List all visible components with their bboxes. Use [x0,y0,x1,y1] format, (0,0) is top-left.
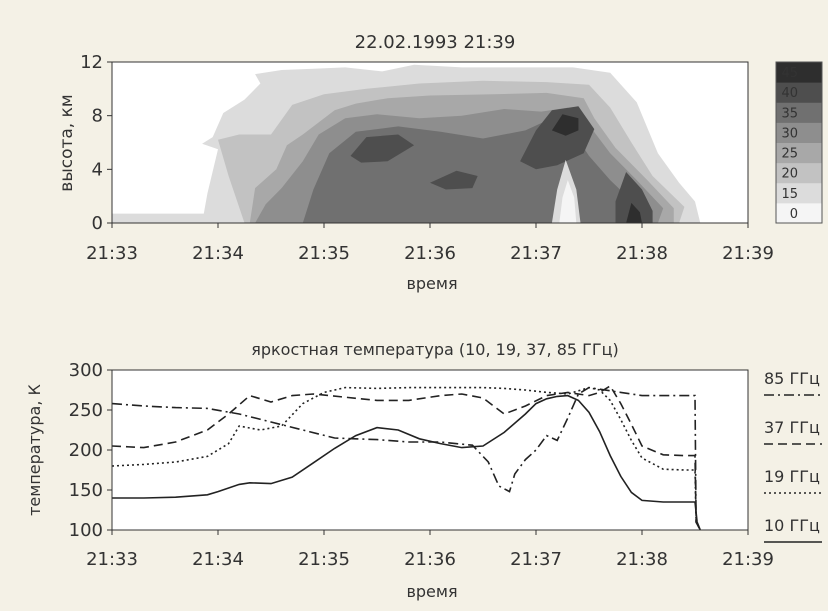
colorbar-tick-label: 0 [790,207,798,222]
colorbar-segment [776,62,822,83]
legend-label: 37 ГГц [764,418,820,437]
heatmap-x-tick-label: 21:37 [510,243,562,264]
line-x-tick-label: 21:33 [86,549,138,570]
colorbar-segment [776,122,822,143]
colorbar-tick-label: 20 [781,167,798,182]
line-y-tick-label: 200 [69,440,103,461]
colorbar-tick-label: 45 [781,66,798,81]
line-plot-background [112,370,748,530]
line-y-tick-label: 300 [69,360,103,381]
line-legend: 85 ГГц 37 ГГц 19 ГГц 10 ГГц [764,369,822,543]
heatmap-region-10 [551,114,579,136]
heatmap-y-axis: 0 4 8 12 [80,52,112,234]
heatmap-x-tick-label: 21:36 [404,243,456,264]
colorbar-segment [776,182,822,204]
colorbar-tick-label: 35 [781,106,798,121]
line-series-group [111,384,702,531]
colorbar-segment [776,202,822,224]
heatmap-y-tick-label: 0 [92,213,103,234]
line-x-tick-label: 21:38 [616,549,668,570]
heatmap-x-tick-label: 21:39 [722,243,774,264]
line-x-tick-label: 21:34 [192,549,244,570]
heatmap-x-tick-label: 21:34 [192,243,244,264]
line-y-tick-label: 250 [69,400,103,421]
series-line-3 [112,394,702,531]
series-line-1 [111,384,702,531]
heatmap-region-9 [430,170,478,190]
heatmap-x-tick-label: 21:33 [86,243,138,264]
heatmap-region-6 [350,134,415,163]
heatmap-y-tick-label: 4 [92,159,103,180]
heatmap-region-11 [626,202,642,223]
colorbar-segment [776,102,822,123]
heatmap-region-8 [615,172,653,223]
line-x-tick-label: 21:35 [298,549,350,570]
series-line-2 [111,386,702,531]
line-x-axis: 21:33 21:34 21:35 21:36 21:37 21:38 21:39 [86,530,774,570]
heatmap-region-13 [559,180,577,223]
colorbar-tick-label: 30 [781,126,798,141]
legend-label: 85 ГГц [764,369,820,388]
colorbar-frame [775,61,823,224]
line-y-tick-label: 150 [69,480,103,501]
heatmap-y-tick-label: 8 [92,106,103,127]
line-panel: яркостная температура (10, 19, 37, 85 ГГ… [25,340,822,601]
heatmap-x-axis: 21:33 21:34 21:35 21:36 21:37 21:38 21:39 [86,223,774,264]
heatmap-title: 22.02.1993 21:39 [355,32,516,53]
colorbar-segment [776,142,822,164]
line-y-tick-label: 100 [69,520,103,541]
heatmap-regions [112,64,701,224]
colorbar: 0 15 20 25 30 35 40 45 [775,61,823,224]
line-chart-title: яркостная температура (10, 19, 37, 85 ГГ… [251,340,619,359]
line-xlabel: время [406,582,457,601]
colorbar-segment [776,82,822,103]
line-y-axis: 100 150 200 250 300 [69,360,112,541]
heatmap-x-tick-label: 21:38 [616,243,668,264]
colorbar-segment [776,162,822,184]
heatmap-y-tick-label: 12 [80,52,103,73]
heatmap-panel: 22.02.1993 21:39 21:33 21:34 21:35 21:36 21:… [57,32,823,293]
legend-label: 19 ГГц [764,467,820,486]
line-x-tick-label: 21:37 [510,549,562,570]
legend-label: 10 ГГц [764,516,820,535]
heatmap-x-tick-label: 21:35 [298,243,350,264]
heatmap-ylabel: высота, км [57,94,77,191]
colorbar-tick-label: 15 [781,187,798,202]
colorbar-tick-label: 25 [781,147,798,162]
line-x-tick-label: 21:39 [722,549,774,570]
line-x-tick-label: 21:36 [404,549,456,570]
series-line-0 [111,386,702,531]
line-ylabel: температура, К [25,383,44,515]
heatmap-xlabel: время [406,274,457,293]
colorbar-tick-label: 40 [781,86,798,101]
